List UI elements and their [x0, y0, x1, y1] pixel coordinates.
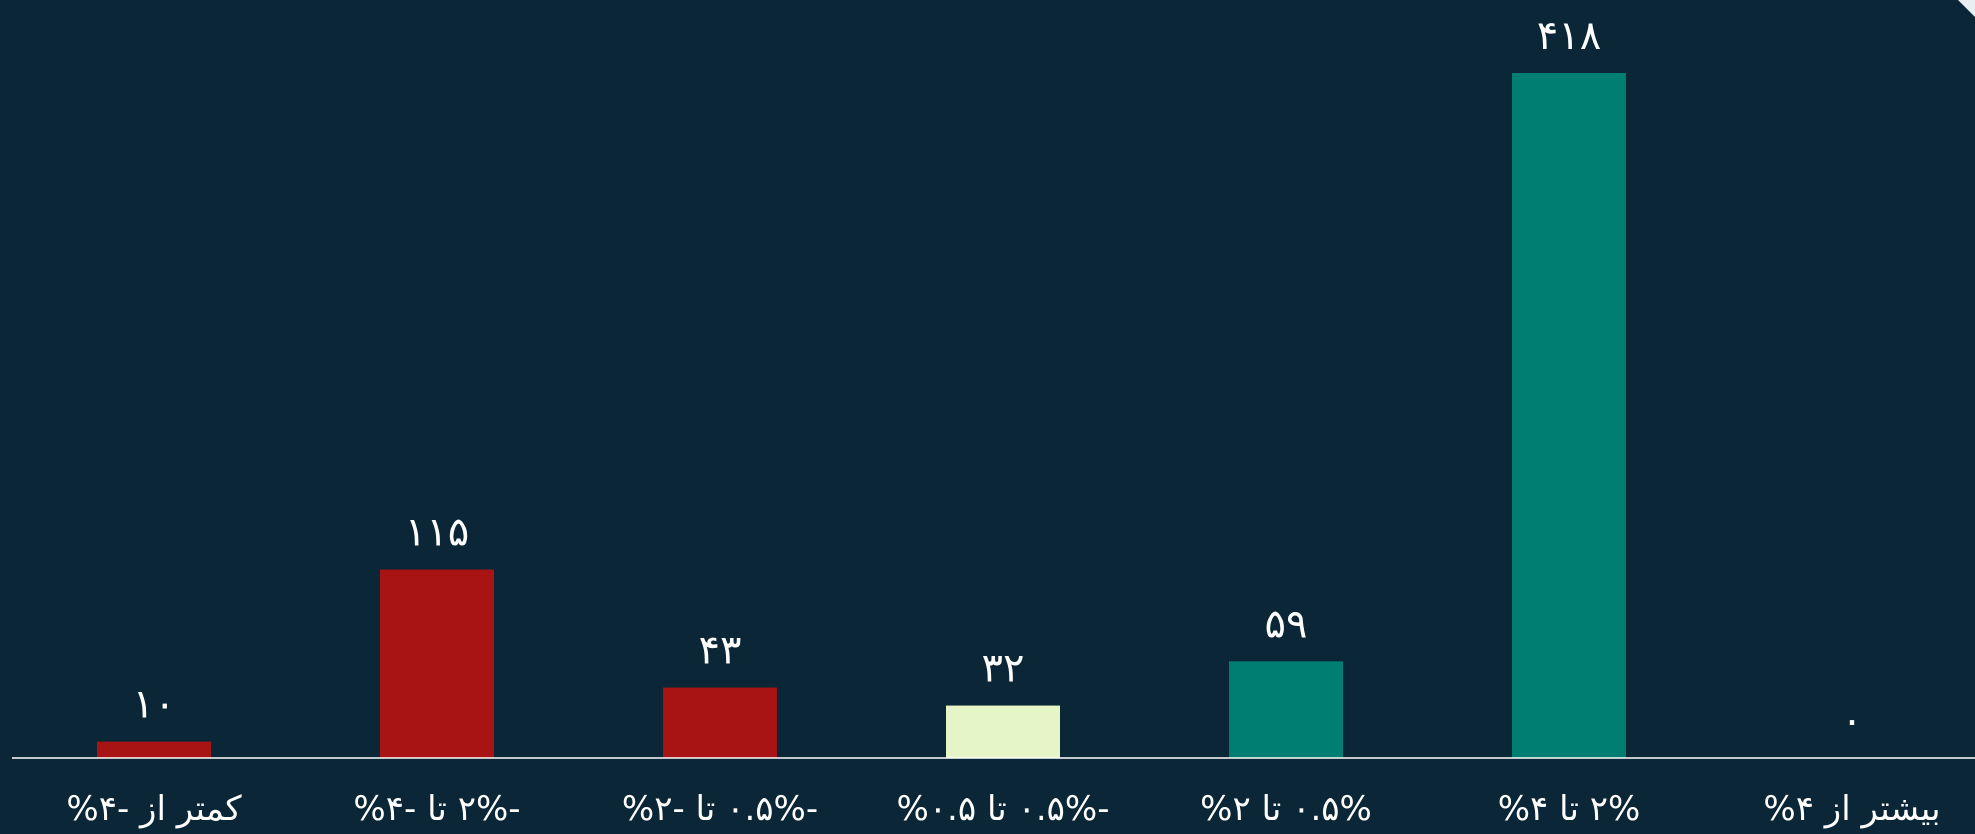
- bar-value-label-5: ۵۹: [1265, 601, 1308, 647]
- bar-2: [380, 569, 494, 758]
- corner-decoration: [1958, 0, 1975, 17]
- bar-value-label-4: ۳۲: [982, 646, 1025, 692]
- bar-3: [663, 687, 777, 758]
- x-tick-label-2: -۲% تا -۴%: [353, 789, 520, 829]
- x-tick-label-1: کمتر از -۴%: [66, 789, 242, 829]
- bar-5: [1229, 661, 1343, 758]
- x-tick-label-3: -۰.۵% تا -۲%: [622, 789, 818, 829]
- x-tick-label-5: ۰.۵% تا ۲%: [1200, 789, 1372, 829]
- bar-1: [97, 741, 211, 758]
- bar-4: [946, 705, 1060, 758]
- bar-value-label-1: ۱۰: [133, 682, 176, 728]
- bars-layer: [97, 73, 1626, 758]
- bar-value-label-7: ۰: [1841, 698, 1862, 744]
- x-tick-label-7: بیشتر از ۴%: [1763, 789, 1940, 829]
- bar-value-label-6: ۴۱۸: [1537, 13, 1601, 59]
- bar-6: [1512, 73, 1626, 758]
- labels-layer: ۱۰ کمتر از -۴% ۱۱۵ -۲% تا -۴% ۴۳ -۰.۵% تا -۲%…: [66, 13, 1940, 829]
- x-tick-label-6: ۲% تا ۴%: [1498, 789, 1641, 829]
- bar-value-label-2: ۱۱۵: [405, 510, 469, 556]
- x-tick-label-4: -۰.۵% تا ۰.۵%: [896, 789, 1109, 829]
- bar-value-label-3: ۴۳: [699, 628, 742, 674]
